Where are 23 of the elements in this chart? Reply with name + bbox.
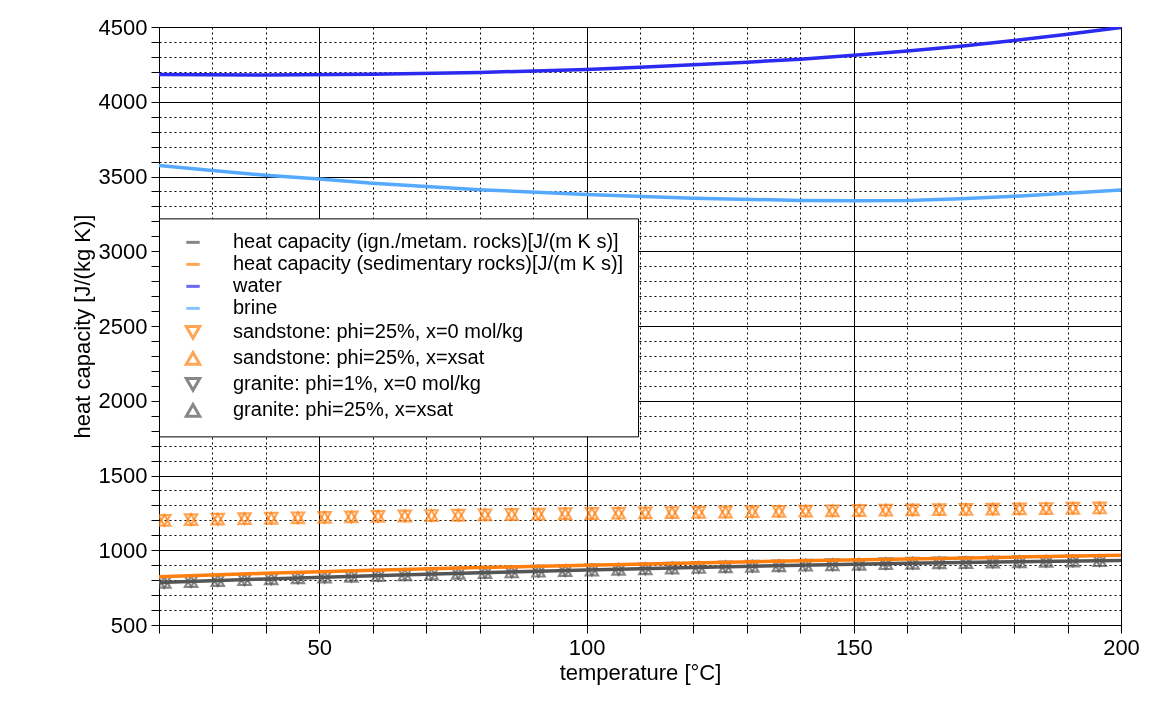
legend-label: heat capacity (ign./metam. rocks)[J/(m K s)] [233,230,619,253]
y-tick-label: 2500 [98,313,148,339]
x-tick-label: 200 [1103,634,1140,660]
x-axis-title: temperature [°C] [559,659,722,685]
legend-label: granite: phi=25%, x=xsat [233,398,454,421]
y-tick-label: 4500 [98,14,148,40]
legend-label: sandstone: phi=25%, x=0 mol/kg [233,320,524,343]
y-tick-label: 1000 [98,537,148,563]
y-axis-title: heat capacity [J/(kg K)] [69,214,95,439]
y-tick-label: 3500 [98,164,148,189]
legend-label: brine [233,296,278,319]
x-tick-label: 100 [568,634,606,660]
legend-label: sandstone: phi=25%, x=xsat [233,346,485,369]
y-tick-label: 4000 [98,89,148,115]
y-tick-label: 2000 [98,388,148,414]
y-tick-label: 500 [110,612,148,638]
legend-label: heat capacity (sedimentary rocks)[J/(m K s)] [233,252,624,275]
x-tick-label: 50 [307,634,333,660]
x-tick-label: 150 [835,634,873,660]
legend-label: granite: phi=1%, x=0 mol/kg [233,372,481,395]
y-tick-label: 3000 [98,238,148,264]
legend-label: water [232,274,283,297]
y-tick-label: 1500 [98,463,148,488]
